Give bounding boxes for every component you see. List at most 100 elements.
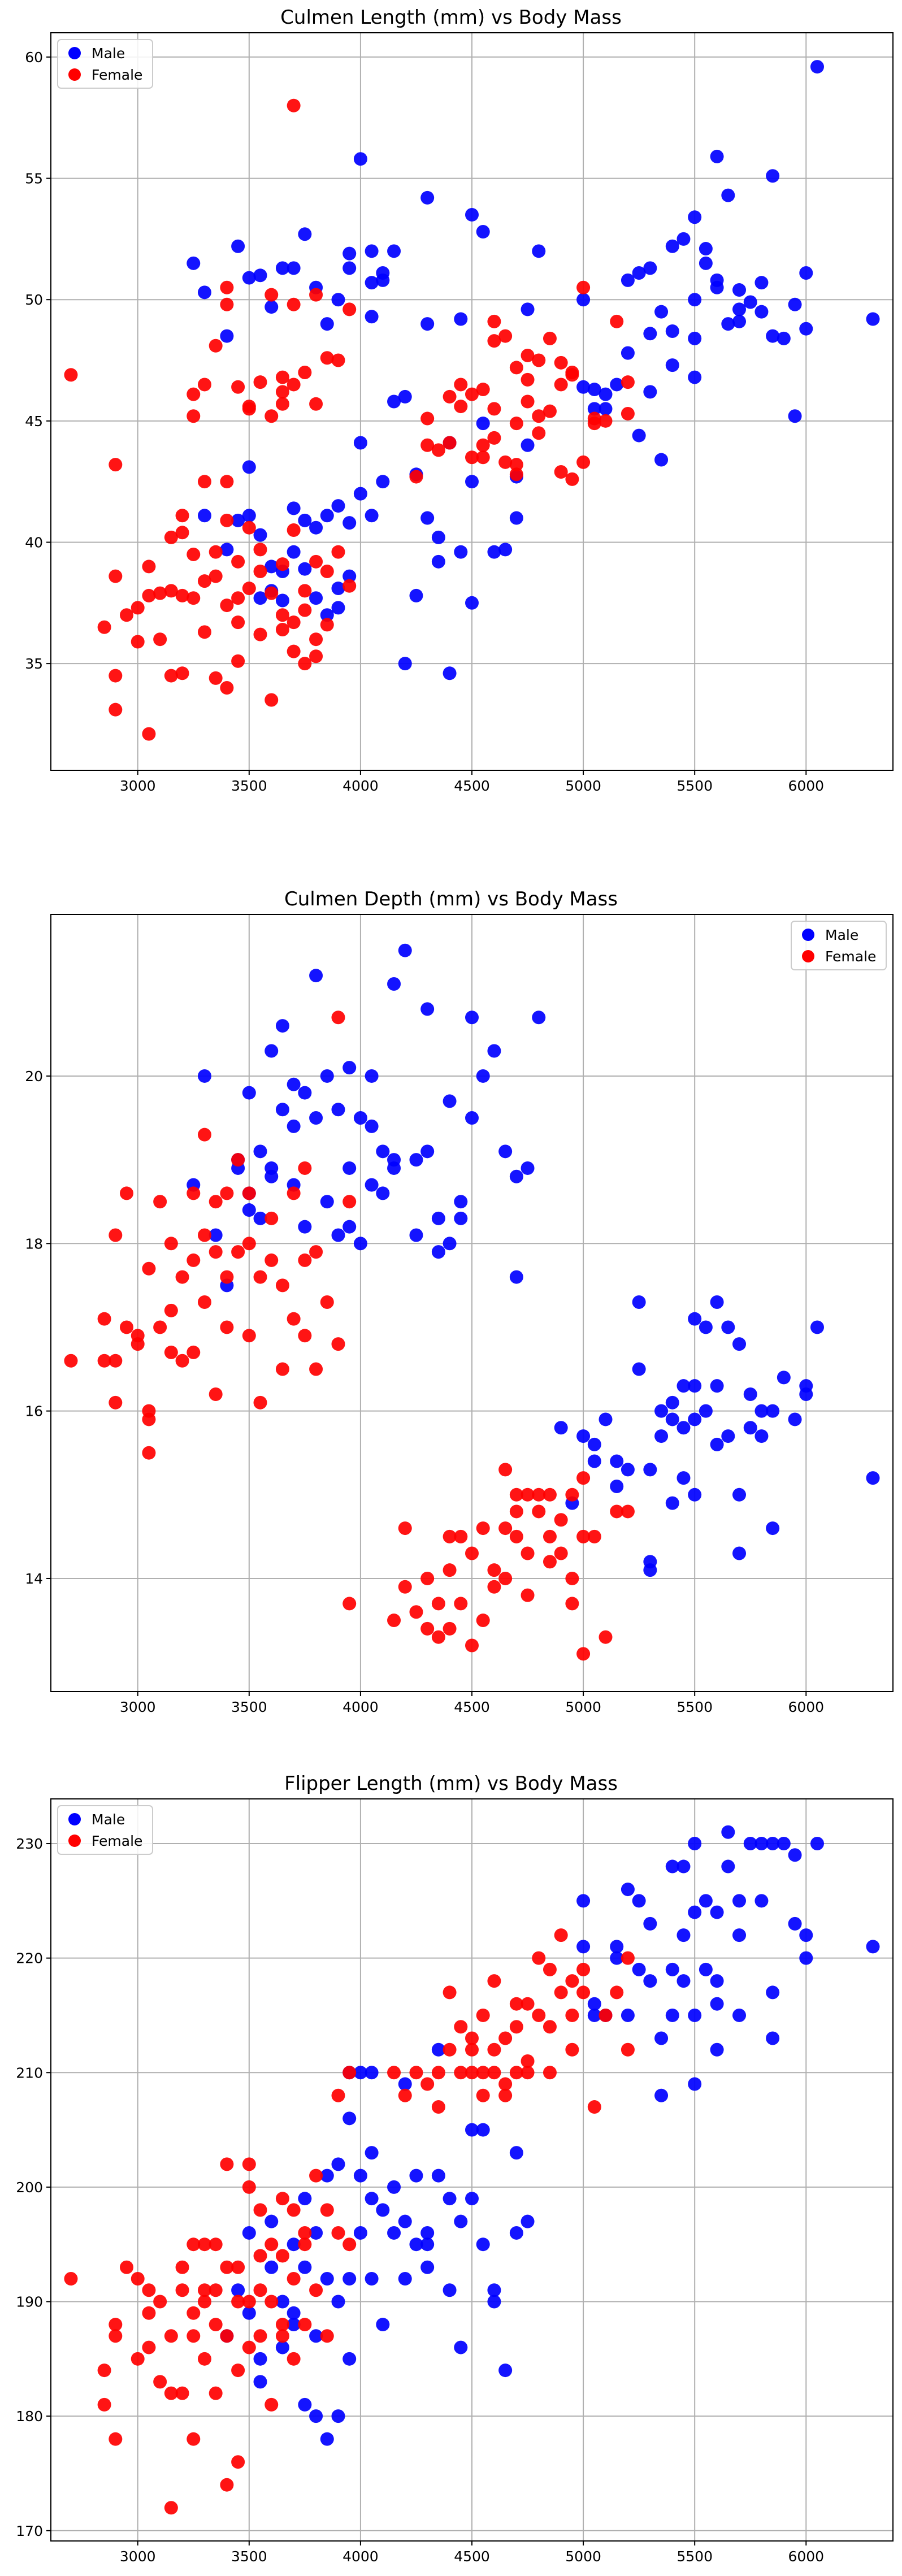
data-point [342,1195,357,1209]
data-point [187,387,201,401]
data-point [264,2214,279,2228]
data-point [599,1630,613,1644]
data-point [610,1504,624,1519]
y-tick-label: 40 [25,534,43,550]
data-point [587,1529,601,1543]
data-point [676,1471,691,1485]
data-point [275,2295,289,2309]
data-point [253,2329,267,2343]
data-point [465,2042,479,2057]
data-point [721,1429,735,1443]
data-point [242,2340,256,2354]
data-point [153,586,167,600]
data-point [688,2077,702,2091]
data-point [331,582,345,596]
data-point [231,2455,245,2469]
data-point [621,346,635,360]
data-point [754,1404,769,1418]
data-point [409,2169,423,2183]
data-point [253,2352,267,2366]
data-point [454,2020,468,2034]
data-point [654,453,669,467]
data-point [298,365,312,379]
data-point [509,511,523,525]
data-point [197,2237,211,2252]
data-point [465,2192,479,2206]
data-point [688,1379,702,1393]
data-point [599,402,613,416]
data-point [409,588,423,602]
data-point [309,554,323,569]
data-point [454,1529,468,1543]
data-point [632,1362,646,1376]
data-point [264,300,279,314]
data-point [287,2203,301,2217]
data-point [465,387,479,401]
data-point [209,1245,223,1259]
data-point [175,2386,189,2400]
data-point [476,2123,490,2137]
data-point [431,530,445,544]
data-point [732,2008,747,2022]
y-tick-label: 220 [16,1950,43,1967]
data-point [142,560,156,574]
data-point [376,1144,390,1159]
data-point [131,601,145,615]
chart-svg: Flipper Length (mm) vs Body Mass 3000 350… [16,1772,894,2565]
data-point [253,1144,267,1159]
data-point [665,239,679,253]
data-point [498,2088,513,2102]
data-point [264,409,279,423]
data-point [443,2192,457,2206]
data-point [253,2283,267,2297]
data-point [298,2260,312,2274]
data-point [209,1387,223,1402]
data-point [298,1329,312,1343]
data-point [242,1186,256,1200]
data-point [175,588,189,602]
data-point [487,2283,501,2297]
data-point [197,378,211,392]
data-point [688,293,702,307]
data-point [487,431,501,445]
chart-title: Flipper Length (mm) vs Body Mass [284,1772,618,1795]
data-point [420,511,435,525]
data-point [409,2237,423,2252]
data-point [264,1253,279,1267]
data-point [665,2008,679,2022]
data-point [521,1161,535,1175]
data-point [242,582,256,596]
legend-marker [68,68,81,81]
data-point [187,2329,201,2343]
data-point [287,615,301,630]
data-point [342,569,357,583]
data-point [264,560,279,574]
data-point [621,1504,635,1519]
data-point [431,2169,445,2183]
data-point [287,297,301,311]
data-point [543,331,557,345]
y-tick-label: 45 [25,413,43,430]
data-point [465,2066,479,2080]
data-point [643,1463,657,1477]
data-point [799,266,813,280]
data-point [576,1429,591,1443]
data-point [220,2260,234,2274]
x-tick-label: 5000 [565,1699,601,1715]
data-point [621,2042,635,2057]
data-point [621,406,635,420]
data-point [509,1529,523,1543]
data-point [532,1488,546,1502]
data-point [521,438,535,452]
data-point [342,2237,357,2252]
data-point [331,353,345,367]
data-point [187,591,201,605]
data-point [253,268,267,283]
data-point [197,1295,211,1309]
data-point [554,465,568,479]
data-point [754,276,769,290]
data-point [153,2295,167,2309]
x-tick-label: 4500 [454,1699,490,1715]
data-point [688,2008,702,2022]
data-point [331,2409,345,2423]
